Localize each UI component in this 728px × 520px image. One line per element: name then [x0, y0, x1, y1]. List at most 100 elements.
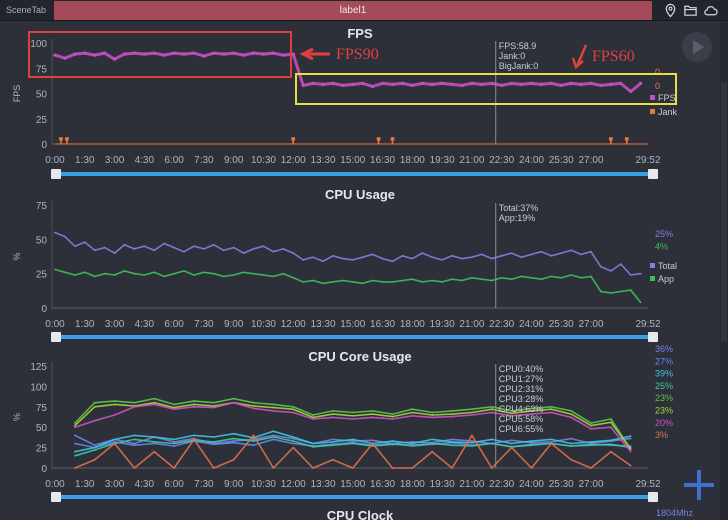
add-chart-button[interactable] — [684, 470, 714, 500]
series-line-fps — [54, 51, 642, 93]
data-point-total — [481, 253, 483, 256]
data-point-fps — [261, 52, 266, 56]
data-point-cpu4 — [292, 406, 295, 408]
data-point-cpu3 — [471, 445, 473, 447]
time-range-slider-track[interactable] — [55, 495, 654, 499]
data-point-total — [222, 249, 225, 252]
data-point-app — [322, 282, 324, 285]
data-point-app — [550, 275, 553, 278]
slider-handle[interactable] — [51, 332, 61, 342]
x-tick-label: 27:00 — [579, 479, 604, 490]
data-point-cpu2 — [351, 438, 354, 441]
x-tick-label: 6:00 — [164, 479, 184, 490]
data-point-cpu6 — [232, 401, 235, 404]
data-point-cpu2 — [74, 450, 76, 453]
data-point-fps — [212, 51, 216, 55]
data-point-cpu4 — [590, 422, 592, 424]
data-point-cpu2 — [391, 440, 394, 442]
data-point-cpu6 — [451, 415, 453, 418]
time-range-slider-track[interactable] — [55, 172, 654, 176]
legend-swatch — [650, 109, 655, 114]
data-point-cpu3 — [292, 440, 295, 442]
y-tick-label: 25 — [36, 115, 48, 126]
scene-tab[interactable]: SceneTab — [5, 5, 47, 15]
data-point-app — [54, 268, 56, 271]
legend-value: 20% — [655, 418, 673, 428]
y-tick-label: 125 — [30, 362, 47, 373]
x-tick-label: 16:30 — [370, 155, 395, 166]
chart-title: CPU Usage — [325, 187, 395, 202]
scrollbar-thumb[interactable] — [721, 82, 727, 342]
play-button[interactable] — [682, 32, 712, 62]
data-point-app — [351, 281, 354, 283]
chart-title: CPU Core Usage — [308, 349, 411, 364]
x-tick-label: 16:30 — [370, 319, 395, 330]
data-point-total — [461, 257, 463, 260]
slider-handle[interactable] — [648, 492, 658, 502]
y-tick-label: 0 — [41, 464, 47, 475]
data-point-app — [64, 271, 66, 274]
data-point-cpu0 — [292, 437, 295, 440]
legend-label: App — [658, 274, 674, 284]
data-point-cpu2 — [610, 439, 612, 442]
x-tick-label: 0:00 — [45, 155, 65, 166]
data-point-total — [232, 246, 235, 249]
data-point-cpu4 — [213, 401, 215, 404]
data-point-cpu5 — [153, 401, 156, 404]
x-tick-label: 6:00 — [164, 155, 184, 166]
data-point-cpu0 — [272, 434, 275, 437]
data-point-cpu2 — [232, 432, 235, 435]
data-point-cpu7 — [113, 442, 116, 445]
data-point-total — [242, 252, 245, 254]
y-tick-label: 100 — [30, 382, 47, 393]
data-point-cpu7 — [312, 467, 314, 469]
data-point-total — [252, 248, 255, 250]
data-point-cpu2 — [133, 434, 136, 437]
slider-handle[interactable] — [648, 332, 658, 342]
data-point-app — [629, 289, 632, 291]
time-range-slider-track[interactable] — [55, 335, 654, 339]
data-point-app — [342, 279, 344, 282]
data-point-total — [600, 266, 602, 268]
scrollbar[interactable] — [720, 22, 728, 520]
data-point-total — [342, 257, 344, 260]
legend-value: 0 — [655, 81, 660, 91]
slider-handle[interactable] — [51, 169, 61, 179]
data-point-cpu4 — [74, 422, 76, 424]
label-tab[interactable]: label1 — [54, 1, 652, 20]
top-bar: SceneTab label1 — [0, 0, 728, 21]
location-pin-icon[interactable] — [663, 3, 678, 18]
data-point-cpu1 — [252, 444, 255, 446]
legend-value: 39% — [655, 369, 673, 379]
x-tick-label: 12:00 — [281, 155, 306, 166]
data-point-cpu1 — [153, 442, 156, 445]
x-tick-label: 22:30 — [489, 155, 514, 166]
y-tick-label: 50 — [36, 90, 48, 101]
legend-swatch — [650, 276, 655, 281]
x-tick-label: 21:00 — [459, 479, 484, 490]
legend-value: 0 — [655, 67, 660, 77]
legend-label: Total — [658, 261, 677, 271]
data-point-cpu1 — [173, 445, 175, 447]
data-point-cpu6 — [629, 450, 632, 453]
data-point-total — [590, 250, 592, 253]
data-point-cpu4 — [490, 406, 493, 408]
data-point-fps — [460, 83, 464, 88]
data-point-cpu7 — [590, 467, 592, 469]
data-point-cpu4 — [550, 406, 553, 408]
x-tick-label: 16:30 — [370, 479, 395, 490]
data-point-cpu6 — [610, 426, 612, 429]
x-tick-label: 19:30 — [430, 155, 455, 166]
data-point-app — [74, 274, 76, 276]
folder-icon[interactable] — [683, 3, 698, 18]
x-tick-label: 10:30 — [251, 155, 276, 166]
slider-handle[interactable] — [51, 492, 61, 502]
slider-handle[interactable] — [648, 169, 658, 179]
data-point-cpu5 — [93, 406, 96, 408]
y-tick-label: 100 — [30, 39, 47, 50]
data-point-fps — [232, 51, 236, 55]
data-point-app — [490, 279, 493, 282]
cloud-icon[interactable] — [703, 3, 718, 18]
data-point-fps — [331, 81, 335, 85]
